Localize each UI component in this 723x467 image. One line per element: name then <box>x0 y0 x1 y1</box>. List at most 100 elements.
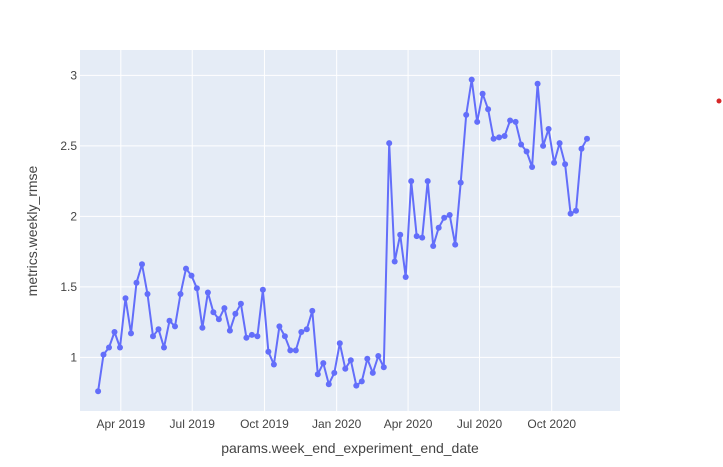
data-point <box>424 178 431 185</box>
data-point <box>562 161 569 168</box>
data-point <box>529 164 536 170</box>
data-point <box>474 118 481 125</box>
x-tick-label: Jul 2020 <box>457 417 503 431</box>
y-tick-label: 2.5 <box>60 139 77 153</box>
data-point <box>578 145 585 152</box>
data-point <box>523 148 530 155</box>
data-point <box>254 333 261 340</box>
data-point <box>419 234 426 241</box>
data-point <box>435 224 442 231</box>
data-point <box>199 324 206 331</box>
data-point <box>540 142 547 149</box>
data-point <box>309 307 316 314</box>
data-point <box>441 214 448 221</box>
data-point <box>336 340 343 347</box>
y-tick-label: 1.5 <box>60 280 77 294</box>
data-point <box>402 274 409 280</box>
data-point <box>446 212 453 218</box>
data-point <box>375 353 382 359</box>
data-point <box>573 207 579 214</box>
data-point <box>177 291 184 297</box>
data-point <box>413 233 420 240</box>
data-point <box>144 291 151 297</box>
x-tick-labels: Apr 2019 Jul 2019 Oct 2019 Jan 2020 Apr 2020… <box>96 417 576 431</box>
data-point <box>161 344 167 351</box>
data-point <box>287 347 294 354</box>
data-point <box>501 133 508 139</box>
data-point <box>353 382 360 389</box>
data-point <box>210 309 217 316</box>
data-point <box>347 357 354 364</box>
data-point <box>276 323 283 330</box>
data-point <box>358 378 365 385</box>
data-point <box>259 286 266 293</box>
data-point <box>150 333 156 340</box>
data-point <box>584 135 590 142</box>
data-point <box>303 326 310 333</box>
data-point <box>397 231 404 238</box>
data-point <box>369 369 376 376</box>
data-point <box>518 141 525 148</box>
legend-marker-dot <box>716 98 722 104</box>
x-grid-lines <box>120 50 553 411</box>
data-point <box>128 330 134 337</box>
x-tick-label: Jan 2020 <box>312 417 362 431</box>
data-point <box>172 323 178 330</box>
data-point <box>248 331 255 338</box>
data-point <box>512 118 519 125</box>
data-point <box>567 210 574 217</box>
y-grid-lines <box>80 74 620 358</box>
data-point <box>188 272 195 279</box>
data-point <box>270 361 277 368</box>
data-point <box>95 388 102 395</box>
data-point <box>556 140 563 147</box>
data-point <box>221 305 228 312</box>
x-tick-label: Jul 2019 <box>170 417 216 431</box>
data-point <box>331 369 338 376</box>
data-point <box>237 300 244 307</box>
y-tick-label: 3 <box>70 68 77 82</box>
data-point <box>408 178 415 185</box>
data-point <box>507 117 514 124</box>
data-point <box>320 360 327 367</box>
x-tick-label: Oct 2019 <box>240 417 289 431</box>
data-point <box>133 279 140 286</box>
data-point <box>111 329 118 335</box>
plot-background <box>80 50 620 411</box>
data-point <box>193 285 200 292</box>
data-point <box>364 355 371 362</box>
data-point <box>463 111 470 118</box>
y-axis-title: metrics.weekly_rmse <box>24 165 40 296</box>
data-point <box>325 381 332 388</box>
x-tick-label: Oct 2020 <box>527 417 576 431</box>
data-point <box>342 365 349 372</box>
data-point <box>551 159 558 166</box>
data-point <box>314 371 321 378</box>
data-point <box>100 351 107 358</box>
data-point <box>430 243 437 249</box>
data-point <box>452 241 459 248</box>
data-point <box>166 317 173 324</box>
data-point <box>380 364 387 371</box>
data-point <box>292 347 299 354</box>
x-tick-label: Apr 2020 <box>384 417 433 431</box>
data-point <box>496 134 503 141</box>
data-point <box>534 80 541 87</box>
data-point <box>215 316 222 323</box>
data-point <box>155 326 162 333</box>
data-point <box>183 265 189 272</box>
data-point <box>243 334 250 341</box>
data-point <box>485 106 492 113</box>
data-point <box>545 126 552 132</box>
data-point <box>386 140 393 147</box>
data-point <box>490 135 497 142</box>
x-tick-label: Apr 2019 <box>96 417 145 431</box>
data-point <box>204 289 211 296</box>
data-point <box>281 333 288 340</box>
data-point <box>226 327 233 334</box>
data-point <box>117 344 123 351</box>
data-point <box>391 258 398 265</box>
data-point <box>122 295 129 302</box>
data-point <box>106 344 112 351</box>
